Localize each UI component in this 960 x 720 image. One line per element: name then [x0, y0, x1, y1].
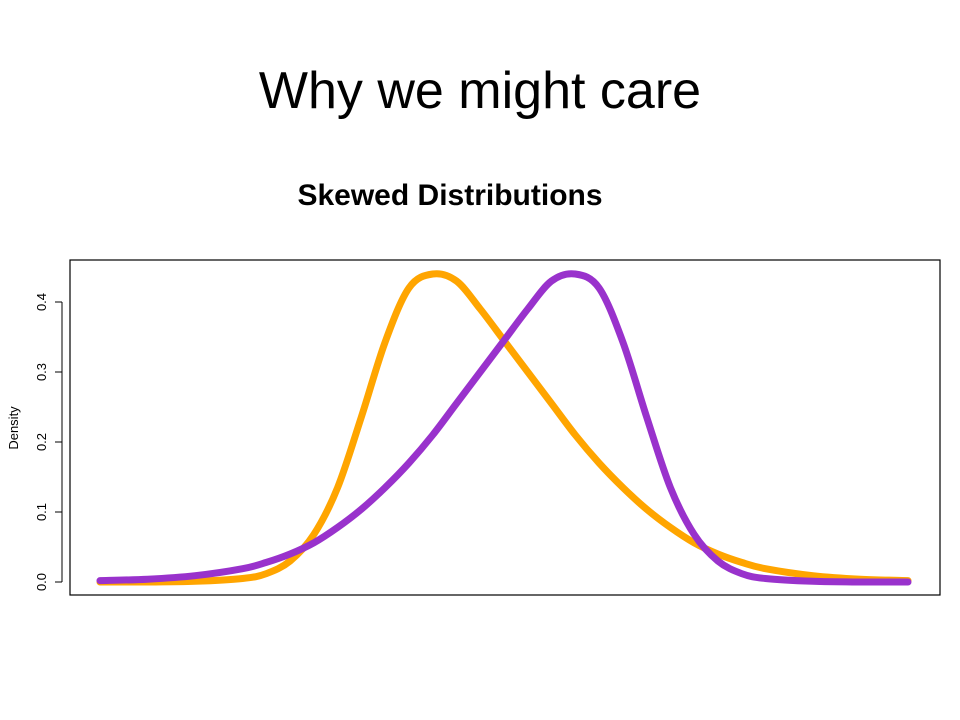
- y-axis-ticks: 0.0 0.1 0.2 0.3 0.4: [34, 293, 62, 591]
- y-tick-label: 0.4: [34, 293, 49, 311]
- slide-title: Why we might care: [258, 62, 702, 120]
- purple-density-curve: [96, 270, 912, 586]
- y-tick-label: 0.0: [34, 573, 49, 591]
- y-tick-label: 0.2: [34, 433, 49, 451]
- series-layer: [96, 270, 912, 586]
- plot-frame: [69, 259, 941, 596]
- orange-density-curve: [96, 270, 912, 586]
- density-chart-svg: 0.0 0.1 0.2 0.3 0.4 Density: [6, 259, 941, 596]
- density-chart: 0.0 0.1 0.2 0.3 0.4 Density: [0, 240, 960, 620]
- slide-subtitle: Skewed Distributions: [297, 179, 603, 212]
- y-axis-label: Density: [6, 406, 21, 450]
- y-tick-label: 0.1: [34, 503, 49, 521]
- y-tick-label: 0.3: [34, 363, 49, 381]
